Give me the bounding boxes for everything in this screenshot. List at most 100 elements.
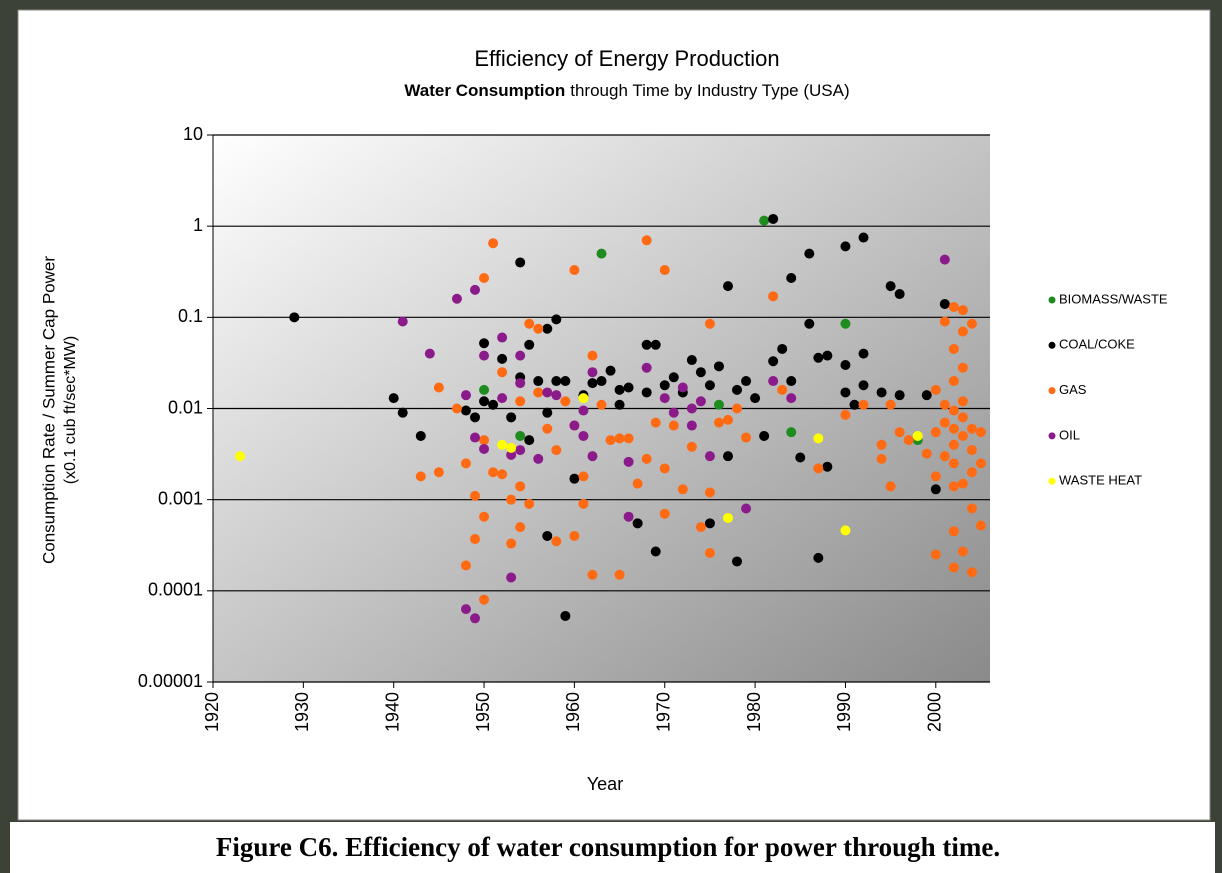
subtitle-rest: through Time by Industry Type (USA) — [570, 81, 849, 100]
x-tick-label: 1980 — [744, 692, 764, 732]
point — [912, 430, 923, 441]
point — [930, 427, 941, 438]
point — [614, 569, 625, 580]
point — [948, 343, 959, 354]
point — [695, 367, 706, 378]
point — [840, 525, 851, 536]
point — [415, 430, 426, 441]
point — [966, 467, 977, 478]
point — [587, 367, 598, 378]
point — [795, 452, 806, 463]
chart-subtitle: Water Consumption through Time by Industr… — [404, 81, 849, 100]
point — [470, 284, 481, 295]
x-tick-label: 1940 — [382, 692, 402, 732]
point — [641, 235, 652, 246]
point — [849, 399, 860, 410]
point — [551, 390, 562, 401]
point — [921, 448, 932, 459]
x-tick-label: 1930 — [292, 692, 312, 732]
point — [704, 318, 715, 329]
point — [966, 445, 977, 456]
point — [506, 449, 517, 460]
point — [515, 481, 526, 492]
point — [930, 549, 941, 560]
point — [460, 458, 471, 469]
point — [560, 376, 571, 387]
point — [506, 494, 517, 505]
point — [479, 338, 490, 349]
point — [470, 412, 481, 423]
point — [623, 382, 634, 393]
point — [686, 441, 697, 452]
point — [966, 423, 977, 434]
point — [460, 560, 471, 571]
point — [397, 407, 408, 418]
point — [668, 420, 679, 431]
point — [786, 273, 797, 284]
point — [741, 432, 752, 443]
point — [722, 451, 733, 462]
point — [641, 339, 652, 350]
point — [659, 393, 670, 404]
point — [515, 257, 526, 268]
point — [451, 403, 462, 414]
caption: Figure C6. Efficiency of water consumpti… — [216, 832, 1000, 862]
point — [840, 387, 851, 398]
point — [768, 356, 779, 367]
point — [433, 467, 444, 478]
point — [506, 538, 517, 549]
point — [741, 376, 752, 387]
y-tick-label: 1 — [193, 215, 203, 235]
point — [939, 299, 950, 310]
point — [822, 350, 833, 361]
point — [668, 372, 679, 383]
point — [732, 384, 743, 395]
point — [768, 291, 779, 302]
point — [948, 458, 959, 469]
point — [786, 376, 797, 387]
legend-label: WASTE HEAT — [1059, 473, 1142, 488]
point — [659, 463, 670, 474]
point — [894, 289, 905, 300]
point — [524, 339, 535, 350]
point — [777, 384, 788, 395]
point — [768, 213, 779, 224]
point — [605, 365, 616, 376]
point — [524, 498, 535, 509]
point — [858, 232, 869, 243]
point — [840, 241, 851, 252]
point — [930, 471, 941, 482]
legend-label: BIOMASS/WASTE — [1059, 291, 1168, 306]
point — [948, 301, 959, 312]
point — [686, 355, 697, 366]
point — [578, 498, 589, 509]
point — [975, 427, 986, 438]
point — [596, 399, 607, 410]
point — [542, 323, 553, 334]
point — [542, 530, 553, 541]
point — [957, 546, 968, 557]
point — [578, 393, 589, 404]
point — [578, 405, 589, 416]
point — [433, 382, 444, 393]
point — [759, 215, 770, 226]
point — [451, 293, 462, 304]
point — [939, 399, 950, 410]
point — [885, 281, 896, 292]
point — [939, 316, 950, 327]
point — [939, 451, 950, 462]
point — [722, 512, 733, 523]
point — [533, 387, 544, 398]
point — [813, 433, 824, 444]
point — [587, 350, 598, 361]
point — [966, 567, 977, 578]
point — [741, 503, 752, 514]
legend-marker — [1048, 296, 1056, 304]
point — [948, 481, 959, 492]
point — [840, 318, 851, 329]
point — [497, 353, 508, 364]
point — [704, 548, 715, 559]
y-tick-label: 0.00001 — [138, 671, 203, 691]
